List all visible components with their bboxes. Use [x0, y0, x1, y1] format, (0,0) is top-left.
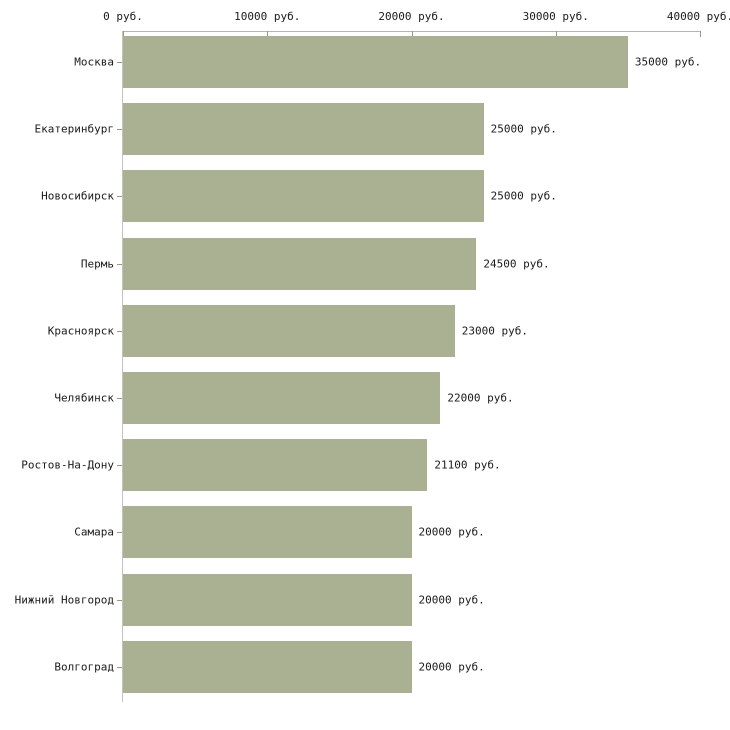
value-label: 25000 руб. [490, 189, 557, 203]
bar[interactable] [123, 573, 412, 626]
y-axis-tick [117, 666, 122, 668]
y-axis-tick [117, 398, 122, 399]
category-label: Пермь [80, 257, 114, 271]
value-label: 35000 руб. [634, 55, 702, 69]
y-axis-tick [117, 465, 122, 467]
bar[interactable] [123, 170, 484, 223]
category-label: Самара [74, 525, 114, 539]
bar[interactable] [123, 304, 455, 357]
y-axis-tick [117, 330, 122, 332]
category-label: Волгоград [54, 660, 114, 674]
value-label: 20000 руб. [418, 660, 485, 674]
bar[interactable] [123, 103, 484, 156]
bar[interactable] [123, 237, 477, 290]
x-axis-tick [267, 31, 269, 37]
x-axis-tick [700, 31, 701, 37]
category-label: Москва [74, 55, 114, 69]
y-axis-line [122, 31, 123, 702]
value-label: 20000 руб. [418, 593, 485, 607]
y-axis-tick [117, 196, 122, 198]
x-axis-tick-label: 40000 руб. [666, 10, 730, 23]
value-label: 22000 руб. [447, 391, 514, 405]
value-label: 23000 руб. [461, 324, 528, 338]
y-axis-tick [117, 263, 122, 265]
value-label: 20000 руб. [418, 525, 485, 539]
value-label: 21100 руб. [434, 458, 501, 472]
bar[interactable] [123, 506, 412, 559]
y-axis-tick [117, 129, 122, 131]
category-label: Екатеринбург [34, 122, 114, 136]
bar[interactable] [123, 372, 441, 424]
x-axis-tick [555, 31, 557, 37]
value-label: 24500 руб. [483, 257, 550, 271]
category-label: Нижний Новгород [14, 593, 114, 607]
category-label: Ростов-На-Дону [21, 458, 114, 472]
x-axis-tick [123, 31, 124, 37]
bar[interactable] [123, 439, 428, 492]
y-axis-tick [117, 532, 122, 534]
category-label: Челябинск [54, 391, 114, 405]
x-axis-tick [411, 31, 413, 37]
bar[interactable] [123, 36, 628, 88]
x-axis-tick-label: 30000 руб. [522, 10, 589, 23]
x-axis-tick-label: 20000 руб. [378, 10, 445, 23]
bar[interactable] [123, 640, 412, 693]
x-axis-tick-label: 0 руб. [103, 10, 143, 23]
y-axis-tick [117, 599, 122, 601]
x-axis-tick-label: 10000 руб. [234, 10, 301, 23]
value-label: 25000 руб. [490, 122, 557, 136]
y-axis-tick [117, 62, 122, 63]
category-label: Красноярск [47, 324, 114, 338]
category-label: Новосибирск [41, 189, 114, 203]
